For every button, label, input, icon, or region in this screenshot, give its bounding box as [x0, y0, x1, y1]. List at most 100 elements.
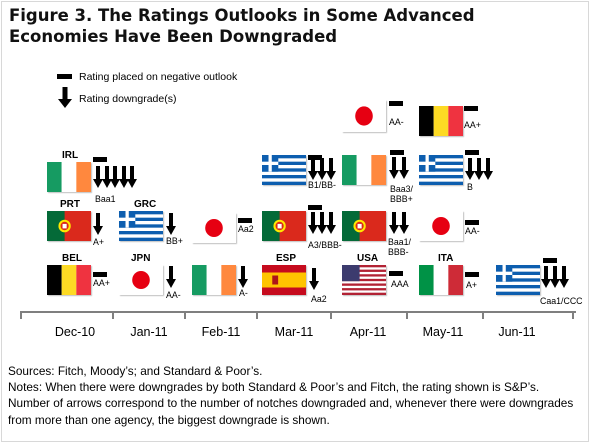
axis-tick: [572, 311, 574, 319]
downgrade-arrow-icon: [166, 213, 176, 235]
figure-title: Figure 3. The Ratings Outlooks in Some A…: [9, 6, 475, 46]
ireland-flag-icon: [192, 265, 236, 295]
japan-flag-icon: [192, 213, 236, 243]
legend-negative-outlook-label: Rating placed on negative outlook: [79, 71, 238, 83]
country-label-jpn-jan-11: JPN: [131, 253, 151, 264]
downgrade-arrow-icon: [399, 212, 409, 234]
italy-flag-icon: [419, 265, 463, 295]
rating-label-irl-dec-10: Baa1: [95, 194, 116, 204]
downgrade-arrow-icon: [93, 166, 103, 188]
rating-label-belgium-may-11: AA+: [464, 120, 481, 130]
country-label-bel-dec-10: BEL: [62, 253, 82, 264]
downgrade-arrow-icon: [541, 266, 551, 288]
rating-label-esp-mar-11: Aa2: [311, 294, 327, 304]
axis-tick: [256, 311, 258, 319]
negative-outlook-mark-greece-may-11: [465, 150, 479, 155]
usa-flag-icon: [342, 265, 386, 295]
country-label-ita-may-11: ITA: [438, 253, 454, 264]
greece-flag-icon: [262, 155, 306, 185]
downgrade-arrow-icon: [238, 266, 248, 288]
negative-outlook-mark-portugal-mar-11: [308, 205, 322, 210]
axis-tick: [20, 311, 22, 319]
portugal-flag-icon: [47, 211, 91, 241]
rating-label-greece-mar-11: B1/BB-: [308, 180, 336, 190]
greece-flag-icon: [419, 155, 463, 185]
downgrade-arrow-icon: [308, 212, 318, 234]
month-label-may-11: May-11: [422, 325, 464, 339]
notes-text: Notes: When there were downgrades by bot…: [8, 380, 574, 427]
downgrade-arrow-icon: [317, 158, 327, 180]
downgrade-arrow-icon: [110, 166, 120, 188]
negative-outlook-mark-greece-jun-11: [543, 258, 557, 263]
belgium-flag-icon: [47, 265, 91, 295]
negative-outlook-mark-greece-mar-11: [308, 155, 322, 160]
rating-label-ireland-feb-11: A-: [239, 288, 248, 298]
timeline-axis: [20, 311, 576, 313]
negative-outlook-mark-japan-apr-11: [389, 101, 403, 106]
country-label-usa-apr-11: USA: [357, 253, 379, 264]
rating-label-usa-apr-11: AAA: [391, 279, 409, 289]
downgrade-arrow-icon: [93, 213, 103, 235]
axis-tick: [406, 311, 408, 319]
negative-outlook-mark-bel-dec-10: [93, 272, 107, 277]
negative-outlook-bar-icon: [57, 74, 72, 79]
downgrade-arrow-icon: [465, 158, 475, 180]
downgrade-arrow-icon: [550, 266, 560, 288]
negative-outlook-mark-usa-apr-11: [389, 271, 403, 276]
month-label-dec-10: Dec-10: [54, 325, 96, 339]
country-label-esp-mar-11: ESP: [276, 253, 297, 264]
greece-flag-icon: [496, 265, 540, 295]
month-label-feb-11: Feb-11: [201, 325, 241, 339]
downgrade-arrow-icon: [559, 266, 569, 288]
negative-outlook-mark-ita-may-11: [465, 272, 479, 277]
country-label-irl-dec-10: IRL: [62, 150, 79, 161]
downgrade-arrow-icon: [483, 158, 493, 180]
negative-outlook-mark-ireland-apr-11: [390, 150, 404, 155]
downgrade-arrow-icon: [326, 158, 336, 180]
japan-flag-icon: [342, 100, 386, 132]
downgrade-arrow-icon: [399, 157, 409, 179]
month-label-jun-11: Jun-11: [498, 325, 536, 339]
axis-tick: [112, 311, 114, 319]
legend-downgrade-label: Rating downgrade(s): [79, 93, 177, 105]
month-label-mar-11: Mar-11: [274, 325, 314, 339]
downgrade-arrow-icon: [326, 212, 336, 234]
month-label-jan-11: Jan-11: [130, 325, 168, 339]
portugal-flag-icon: [262, 211, 306, 241]
rating-label-japan-feb-11: Aa2: [238, 224, 254, 234]
rating-label-portugal-mar-11: A3/BBB-: [308, 240, 342, 250]
downgrade-arrow-icon: [127, 166, 137, 188]
portugal-flag-icon: [342, 211, 386, 241]
rating-label-ireland-apr-11: Baa3/ BBB+: [390, 184, 413, 204]
rating-label-japan-apr-11: AA-: [389, 117, 404, 127]
rating-label-greece-may-11: B: [467, 182, 473, 192]
japan-flag-icon: [119, 265, 163, 295]
rating-label-jpn-jan-11: AA-: [166, 290, 181, 300]
down-arrow-icon: [58, 87, 72, 108]
greece-flag-icon: [119, 211, 163, 241]
spain-flag-icon: [262, 265, 306, 295]
downgrade-arrow-icon: [389, 157, 399, 179]
rating-label-prt-dec-10: A+: [93, 237, 105, 247]
downgrade-arrow-icon: [101, 166, 112, 188]
japan-flag-icon: [419, 211, 463, 241]
country-label-grc-jan-11: GRC: [134, 199, 157, 210]
downgrade-arrow-icon: [317, 212, 327, 234]
rating-label-portugal-apr-11: Baa1/ BBB-: [388, 237, 411, 257]
month-label-apr-11: Apr-11: [349, 325, 387, 339]
ireland-flag-icon: [47, 162, 91, 192]
negative-outlook-mark-irl-dec-10: [93, 157, 107, 162]
downgrade-arrow-icon: [309, 268, 319, 290]
ireland-flag-icon: [342, 155, 386, 185]
rating-label-bel-dec-10: AA+: [93, 278, 110, 288]
axis-tick: [330, 311, 332, 319]
rating-label-ita-may-11: A+: [466, 280, 478, 290]
rating-label-grc-jan-11: BB+: [166, 236, 183, 246]
sources-text: Sources: Fitch, Moody’s; and Standard & …: [8, 364, 263, 378]
downgrade-arrow-icon: [474, 158, 484, 180]
axis-tick: [184, 311, 186, 319]
negative-outlook-mark-japan-feb-11: [238, 218, 252, 223]
rating-label-japan-may-11: AA-: [465, 226, 480, 236]
downgrade-arrow-icon: [389, 212, 399, 234]
axis-tick: [482, 311, 484, 319]
